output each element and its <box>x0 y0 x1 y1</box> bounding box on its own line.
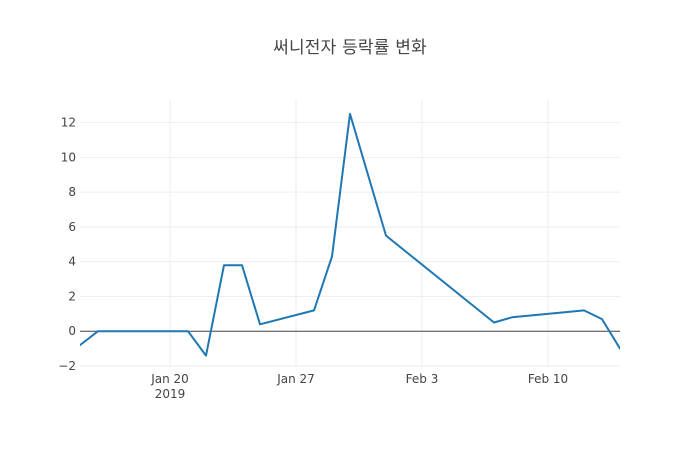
y-tick-label: 8 <box>68 185 76 199</box>
x-tick-year-label: 2019 <box>155 387 186 401</box>
x-tick-label: Jan 20 <box>150 372 189 386</box>
x-tick-label: Jan 27 <box>276 372 315 386</box>
y-tick-label: 6 <box>68 220 76 234</box>
grid-lines <box>80 100 620 367</box>
y-tick-label: 0 <box>68 324 76 338</box>
series-line <box>80 112 620 357</box>
x-tick-label: Feb 10 <box>528 372 568 386</box>
y-tick-label: 2 <box>68 289 76 303</box>
x-tick-label: Feb 3 <box>406 372 439 386</box>
chart-title: 써니전자 등락률 변화 <box>273 38 427 58</box>
series-lines <box>80 112 620 357</box>
y-axis-ticks: −2 0 2 4 6 8 10 12 <box>58 116 76 373</box>
y-tick-label: 4 <box>68 255 76 269</box>
y-tick-label: 10 <box>61 150 76 164</box>
y-tick-label: −2 <box>58 359 76 373</box>
y-tick-label: 12 <box>61 116 76 130</box>
